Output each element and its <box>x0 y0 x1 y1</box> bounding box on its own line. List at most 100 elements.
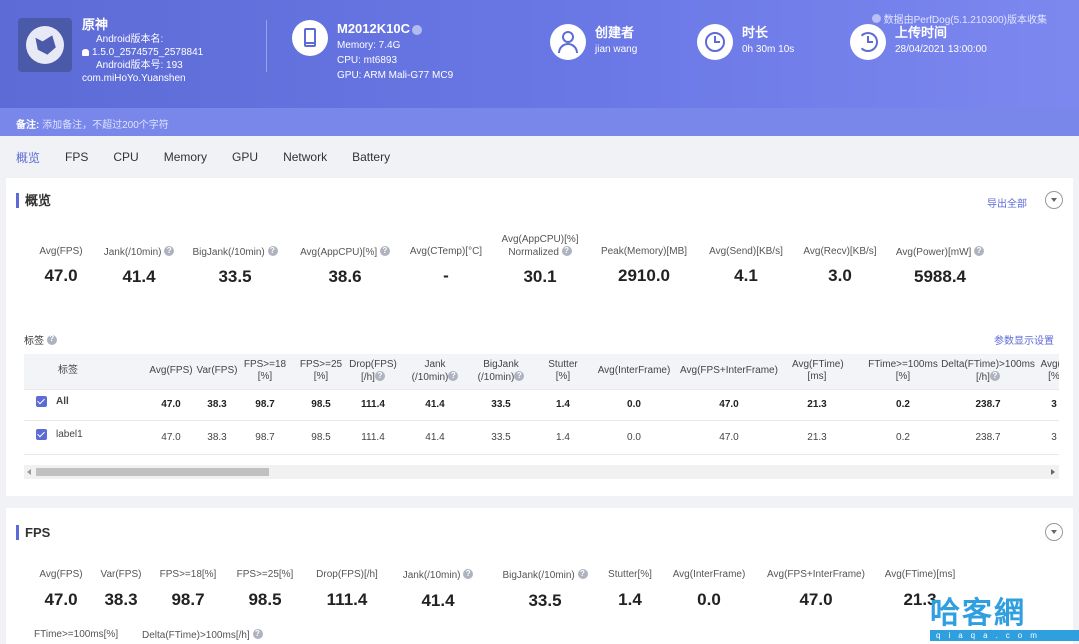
help-icon[interactable] <box>561 245 572 257</box>
device-info-icon[interactable] <box>412 24 422 35</box>
metric-value: 30.1 <box>523 267 557 286</box>
table-cell: 0.2 <box>896 432 910 443</box>
header-line1: Drop(FPS) <box>349 359 397 370</box>
metric-label: FTime>=100ms[%] <box>34 629 119 640</box>
creator-block: 创建者 jian wang <box>550 24 637 60</box>
table-header-cell[interactable]: Var(FPS) <box>195 365 239 377</box>
help-icon[interactable] <box>374 370 385 382</box>
table-header-cell[interactable]: Avg(A[% <box>1034 359 1059 383</box>
collapse-fps-icon[interactable] <box>1045 523 1063 541</box>
tab-overview[interactable]: 概览 <box>16 150 41 165</box>
table-cell: 3 <box>1051 432 1057 443</box>
table-cell: 47.0 <box>161 399 181 410</box>
table-header-cell[interactable]: Avg(InterFrame) <box>594 365 674 377</box>
help-icon[interactable] <box>463 568 474 580</box>
help-icon[interactable] <box>989 370 1000 382</box>
metric-label: Stutter[%] <box>608 569 652 580</box>
metric-label: Avg(FTime)[ms] <box>884 569 956 580</box>
help-icon[interactable] <box>379 245 390 257</box>
metric-label: Avg(InterFrame) <box>672 569 746 580</box>
row-checkbox[interactable] <box>36 396 47 407</box>
table-header-cell[interactable]: Drop(FPS) [/h] <box>345 359 401 384</box>
table-header-cell[interactable]: FPS>=18 [%] <box>240 359 290 383</box>
table-header-cell[interactable]: FTime>=100ms [%] <box>867 359 939 383</box>
tags-table: 标签 Avg(FPS) Var(FPS) FPS>=18 [%] FPS>=25 [%] Dr… <box>24 354 1059 455</box>
table-cell: 38.3 <box>207 432 227 443</box>
table-cell: 47.0 <box>161 432 181 443</box>
table-header-cell[interactable]: Delta(FTime)>100ms [/h] <box>940 359 1036 384</box>
device-gpu: GPU: ARM Mali-G77 MC9 <box>337 70 454 81</box>
fps-metric: Avg(FPS) 47.0 <box>1 569 121 610</box>
overview-title: 概览 <box>16 193 51 208</box>
tab-network[interactable]: Network <box>283 150 328 164</box>
metric-label: Delta(FTime)>100ms[/h] <box>142 630 250 641</box>
table-horizontal-scrollbar[interactable] <box>24 465 1059 479</box>
overview-metric: Avg(Send)[KB/s] 4.1 <box>686 246 806 286</box>
app-name: 原神 <box>82 17 109 32</box>
tab-cpu[interactable]: CPU <box>113 150 139 164</box>
header-line2: [/h] <box>976 372 990 383</box>
metric-label: FPS>=18[%] <box>159 569 217 580</box>
table-header-cell[interactable]: Avg(FPS) <box>149 365 193 377</box>
collapse-overview-icon[interactable] <box>1045 191 1063 209</box>
fps-title: FPS <box>16 525 50 540</box>
help-icon[interactable] <box>577 568 588 580</box>
table-header-cell[interactable]: Stutter [%] <box>546 359 580 383</box>
metric-value: 33.5 <box>528 591 562 610</box>
table-header-cell[interactable]: 标签 <box>38 365 98 377</box>
help-icon[interactable] <box>164 245 175 257</box>
fps-metric: BigJank(/10min) 33.5 <box>485 568 605 611</box>
history-icon <box>850 24 886 60</box>
tab-memory[interactable]: Memory <box>163 150 208 164</box>
metric-label: Avg(CTemp)[°C] <box>409 246 483 257</box>
metric-ftime-100: FTime>=100ms[%] <box>34 629 118 641</box>
tab-fps[interactable]: FPS <box>65 150 89 164</box>
row-checkbox[interactable] <box>36 429 47 440</box>
scroll-right-icon[interactable] <box>1051 469 1055 475</box>
table-cell: 98.5 <box>311 432 331 443</box>
android-icon <box>82 49 89 56</box>
metric-value: 33.5 <box>218 267 252 286</box>
metric-value: 2910.0 <box>618 266 670 285</box>
export-all-button[interactable]: 导出全部 <box>987 199 1027 210</box>
param-settings-link[interactable]: 参数显示设置 <box>994 336 1054 347</box>
metric-label: Avg(Send)[KB/s] <box>709 246 783 257</box>
remark-input[interactable]: 添加备注，不超过200个字符 <box>42 120 169 131</box>
header-line1: Var(FPS) <box>196 365 238 376</box>
metric-label: BigJank(/10min) <box>192 247 265 258</box>
watermark-sub: qiaqa.com <box>930 630 1079 641</box>
tab-gpu[interactable]: GPU <box>232 150 259 164</box>
package-name: com.miHoYo.Yuanshen <box>82 73 186 84</box>
scroll-thumb[interactable] <box>36 468 269 476</box>
table-cell: 98.7 <box>255 399 275 410</box>
metric-label: FPS>=25[%] <box>236 569 294 580</box>
overview-card: 概览 导出全部 Avg(FPS) 47.0 Jank(/10min) 41.4 Big… <box>6 178 1073 496</box>
table-header-cell[interactable]: Avg(FTime) [ms] <box>792 359 844 383</box>
table-header-cell[interactable]: Avg(FPS+InterFrame) <box>674 365 784 377</box>
duration-label: 时长 <box>742 25 769 40</box>
header-line1: 标签 <box>58 365 78 376</box>
help-icon[interactable] <box>252 628 263 640</box>
table-cell: 41.4 <box>425 399 445 410</box>
fps-metric: Jank(/10min) 41.4 <box>378 568 498 611</box>
remark-bar[interactable]: 备注: 添加备注，不超过200个字符 <box>0 108 1079 136</box>
help-icon[interactable] <box>267 245 278 257</box>
scroll-left-icon[interactable] <box>27 469 31 475</box>
metric-label: Avg(FPS) <box>39 246 83 257</box>
overview-metric: Peak(Memory)[MB] 2910.0 <box>584 246 704 286</box>
row-label: All <box>56 396 69 407</box>
metric-value: 21.3 <box>903 590 937 609</box>
tab-battery[interactable]: Battery <box>352 150 391 164</box>
help-icon[interactable] <box>448 370 459 382</box>
table-header-cell[interactable]: FPS>=25 [%] <box>296 359 346 383</box>
table-cell: 47.0 <box>719 399 739 410</box>
help-icon[interactable] <box>974 245 985 257</box>
header-line1: Avg(A <box>1040 359 1059 370</box>
overview-metric: Avg(AppCPU)[%] 38.6 <box>285 245 405 287</box>
table-header-cell[interactable]: Jank (/10min) <box>407 359 463 384</box>
phone-icon <box>292 20 328 56</box>
help-icon[interactable] <box>46 334 57 345</box>
table-header-cell[interactable]: BigJank (/10min) <box>472 359 530 384</box>
creator-value: jian wang <box>595 44 638 55</box>
help-icon[interactable] <box>514 370 525 382</box>
